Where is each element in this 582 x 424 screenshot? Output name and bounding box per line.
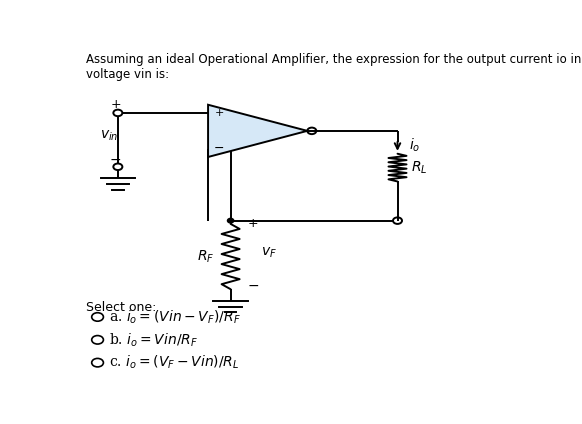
Polygon shape [208, 105, 307, 157]
Text: −: − [110, 153, 122, 167]
Text: +: + [215, 108, 224, 118]
Text: Assuming an ideal Operational Amplifier, the expression for the output current i: Assuming an ideal Operational Amplifier,… [86, 53, 582, 81]
Text: +: + [110, 98, 121, 111]
Text: $v_F$: $v_F$ [261, 246, 277, 260]
Text: b. $i_o = Vin/R_F$: b. $i_o = Vin/R_F$ [109, 331, 198, 349]
Circle shape [228, 218, 234, 223]
Text: $i_o$: $i_o$ [409, 137, 420, 154]
Text: −: − [247, 279, 259, 293]
Text: $v_{in}$: $v_{in}$ [100, 128, 118, 143]
Text: $R_F$: $R_F$ [197, 248, 215, 265]
Text: +: + [248, 218, 258, 230]
Text: $R_L$: $R_L$ [411, 159, 428, 176]
Text: −: − [214, 142, 225, 155]
Text: Select one:: Select one: [86, 301, 157, 314]
Text: a. $i_o = (Vin - V_F)/R_F$: a. $i_o = (Vin - V_F)/R_F$ [109, 308, 241, 326]
Text: c. $i_o = (V_F - Vin)/R_L$: c. $i_o = (V_F - Vin)/R_L$ [109, 354, 239, 371]
